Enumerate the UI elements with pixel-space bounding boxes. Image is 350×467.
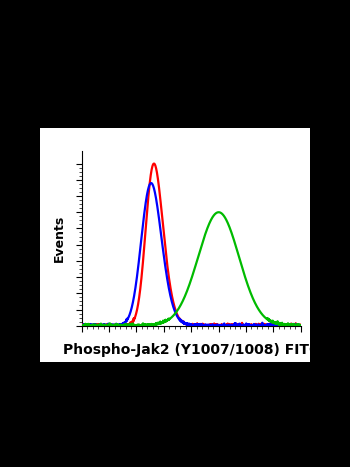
- Text: Phospho-Jak2 (Y1007/1008) FITC: Phospho-Jak2 (Y1007/1008) FITC: [63, 343, 319, 357]
- Y-axis label: Events: Events: [53, 214, 66, 262]
